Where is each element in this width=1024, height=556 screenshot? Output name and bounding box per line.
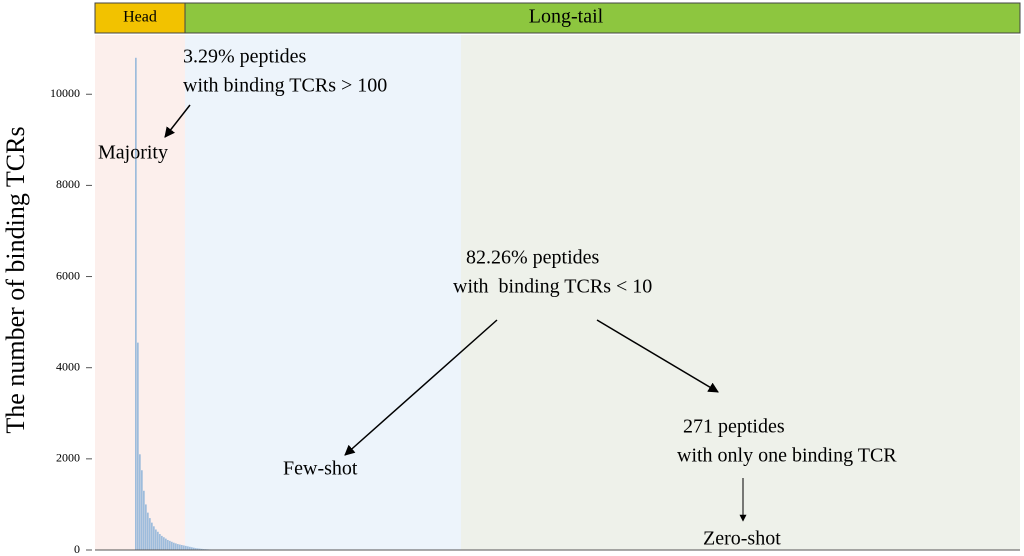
bar xyxy=(181,544,183,550)
tail-label: Long-tail xyxy=(529,6,604,28)
bar xyxy=(151,522,153,550)
annotation: Few-shot xyxy=(283,458,358,480)
bar xyxy=(189,546,191,550)
bar xyxy=(171,541,173,550)
bar xyxy=(199,548,201,550)
tail-band xyxy=(184,2,1021,34)
bar xyxy=(179,544,181,550)
y-tick-label: 0 xyxy=(74,542,80,556)
bar xyxy=(169,540,171,550)
arrow xyxy=(164,104,191,138)
bar xyxy=(153,526,155,550)
bar xyxy=(183,545,185,550)
bar xyxy=(135,57,137,551)
bar xyxy=(193,547,195,550)
plot: 0 2000 4000 6000 8000 10000 xyxy=(50,57,227,556)
bar xyxy=(157,531,159,550)
y-tick-label: 8000 xyxy=(56,177,80,191)
bar xyxy=(139,454,141,550)
arrow xyxy=(344,319,498,456)
annotation: 3.29% peptides xyxy=(183,46,307,68)
annotation: 82.26% peptides xyxy=(466,247,600,269)
annotation: Majority xyxy=(98,142,168,164)
y-tick-label: 4000 xyxy=(56,359,80,373)
bar xyxy=(165,538,167,550)
bar xyxy=(145,504,147,550)
bar xyxy=(177,544,179,550)
bar xyxy=(173,542,175,550)
bar xyxy=(141,470,143,550)
bar xyxy=(175,543,177,550)
arrow xyxy=(596,319,719,393)
bar xyxy=(147,512,149,550)
y-tick-label: 2000 xyxy=(56,451,80,465)
bar xyxy=(185,545,187,550)
bar xyxy=(159,534,161,550)
few-shot-region xyxy=(185,35,461,550)
bar xyxy=(195,548,197,550)
bar xyxy=(149,518,151,550)
bar xyxy=(191,547,193,550)
bar xyxy=(143,490,145,550)
y-axis-label: The number of binding TCRs xyxy=(1,126,30,433)
annotation: with binding TCRs > 100 xyxy=(183,75,387,97)
annotation: with binding TCRs < 10 xyxy=(453,276,652,298)
annotation: Zero-shot xyxy=(703,528,781,550)
bar xyxy=(137,342,139,550)
y-tick-label: 10000 xyxy=(50,86,80,100)
y-tick-label: 6000 xyxy=(56,268,80,282)
bar xyxy=(201,548,203,550)
annotation: 271 peptides xyxy=(683,416,785,438)
bar xyxy=(155,529,157,550)
zero-shot-region xyxy=(461,35,1020,550)
bar xyxy=(187,546,189,550)
bar xyxy=(163,537,165,550)
bar xyxy=(161,535,163,550)
annotation: with only one binding TCR xyxy=(677,445,897,467)
bar xyxy=(197,548,199,550)
head-label: Head xyxy=(123,9,157,26)
bar xyxy=(167,539,169,550)
